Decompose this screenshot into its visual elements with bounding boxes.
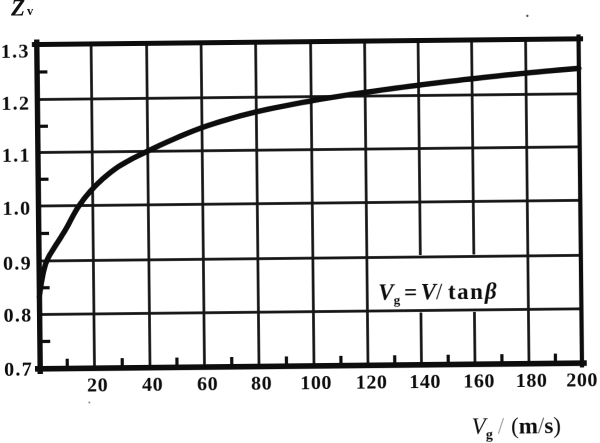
svg-text:1.3: 1.3	[1, 41, 30, 63]
svg-text:v: v	[27, 4, 34, 18]
svg-text:1.0: 1.0	[2, 198, 31, 220]
svg-text:140: 140	[409, 371, 441, 393]
svg-text:0.7: 0.7	[4, 359, 33, 381]
svg-text:1.1: 1.1	[2, 145, 31, 167]
svg-text:100: 100	[300, 372, 332, 394]
svg-text:40: 40	[142, 374, 163, 396]
svg-text:Z: Z	[10, 0, 25, 21]
svg-text:180: 180	[516, 370, 548, 392]
svg-text:0.9: 0.9	[3, 253, 32, 275]
svg-text:0.8: 0.8	[3, 305, 32, 327]
svg-text:160: 160	[463, 370, 495, 392]
svg-text:120: 120	[356, 371, 388, 393]
svg-text:1.2: 1.2	[1, 93, 30, 115]
svg-text:80: 80	[251, 373, 272, 395]
svg-text:20: 20	[87, 374, 108, 396]
svg-text:Vg=V/tanβ: Vg = V/tanβ	[378, 279, 497, 308]
svg-text:Vg/(m/s): Vg / (m/s)	[471, 413, 561, 443]
svg-text:60: 60	[197, 373, 218, 395]
svg-text:200: 200	[566, 369, 598, 391]
